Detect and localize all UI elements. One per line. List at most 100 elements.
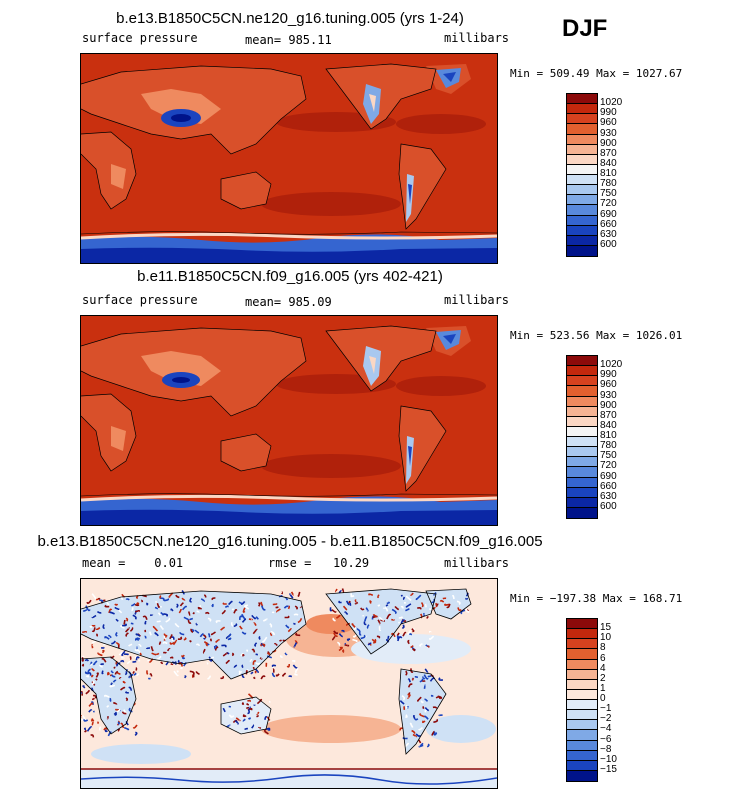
colorbar-swatch bbox=[567, 134, 597, 145]
colorbar-level-label: 1 bbox=[600, 682, 606, 694]
colorbar-swatch bbox=[567, 659, 597, 670]
colorbar-level-label: 660 bbox=[600, 480, 617, 492]
colorbar-level-label: 690 bbox=[600, 470, 617, 482]
panel-3-title: b.e13.B1850C5CN.ne120_g16.tuning.005 - b… bbox=[37, 533, 543, 550]
colorbar-swatch bbox=[567, 770, 597, 781]
colorbar-swatch bbox=[567, 104, 597, 115]
panel-1-minmax: Min = 509.49 Max = 1027.67 bbox=[510, 67, 683, 80]
colorbar-level-label: 720 bbox=[600, 460, 617, 472]
colorbar-level-label: 15 bbox=[600, 622, 612, 634]
colorbar-level-label: 900 bbox=[600, 137, 617, 149]
colorbar-swatch bbox=[567, 124, 597, 135]
colorbar-level-label: −15 bbox=[600, 763, 617, 775]
colorbar-level-label: 870 bbox=[600, 409, 617, 421]
colorbar-swatch bbox=[567, 730, 597, 741]
colorbar-level-label: 600 bbox=[600, 238, 617, 250]
colorbar-swatch bbox=[567, 195, 597, 206]
colorbar-level-label: 690 bbox=[600, 208, 617, 220]
colorbar-swatch bbox=[567, 386, 597, 397]
colorbar-level-label: 1020 bbox=[600, 97, 623, 109]
panel-2-title: b.e11.B1850C5CN.f09_g16.005 (yrs 402-421… bbox=[137, 268, 443, 285]
panel-2-colorbar-labels: 1020 990 960 930 900 870 840 810 780 750 720 690 660… bbox=[600, 355, 660, 519]
panel-2-units: millibars bbox=[444, 293, 510, 307]
colorbar-swatch bbox=[567, 467, 597, 478]
colorbar-level-label: 930 bbox=[600, 389, 617, 401]
colorbar-swatch bbox=[567, 760, 597, 771]
colorbar-swatch bbox=[567, 94, 597, 105]
panel-3-colorbar-labels: 15 10 8 6 4 2 1 0 −1 −2 −4 −6 −8 −10 −15 bbox=[600, 618, 660, 782]
colorbar-swatch bbox=[567, 639, 597, 650]
colorbar-level-label: −4 bbox=[600, 723, 612, 735]
panel-3-rmse: rmse = 10.29 bbox=[268, 556, 370, 570]
colorbar-level-label: −2 bbox=[600, 713, 612, 725]
colorbar-swatch bbox=[567, 164, 597, 175]
colorbar-level-label: −10 bbox=[600, 753, 617, 765]
colorbar-swatch bbox=[567, 720, 597, 731]
colorbar-level-label: 810 bbox=[600, 168, 617, 179]
colorbar-swatch bbox=[567, 245, 597, 256]
colorbar-level-label: 810 bbox=[600, 430, 617, 441]
panel-3-map bbox=[80, 578, 498, 789]
colorbar-level-label: 0 bbox=[600, 693, 606, 704]
colorbar-swatch bbox=[567, 477, 597, 488]
colorbar-level-label: 660 bbox=[600, 218, 617, 230]
colorbar-swatch bbox=[567, 185, 597, 196]
colorbar-level-label: 8 bbox=[600, 642, 606, 654]
colorbar-swatch bbox=[567, 356, 597, 367]
panel-1-variable: surface pressure bbox=[82, 31, 198, 45]
colorbar-level-label: 960 bbox=[600, 379, 617, 391]
colorbar-level-label: −1 bbox=[600, 703, 612, 715]
colorbar-level-label: 2 bbox=[600, 672, 606, 684]
colorbar-swatch bbox=[567, 437, 597, 448]
panel-2-mean: mean= 985.09 bbox=[245, 295, 332, 309]
colorbar-swatch bbox=[567, 205, 597, 216]
panel-1-mean: mean= 985.11 bbox=[245, 33, 332, 47]
colorbar-swatch bbox=[567, 396, 597, 407]
panel-2-map bbox=[80, 315, 498, 526]
colorbar-swatch bbox=[567, 710, 597, 721]
colorbar-level-label: 720 bbox=[600, 198, 617, 210]
colorbar-level-label: 780 bbox=[600, 178, 617, 190]
panel-1-units: millibars bbox=[444, 31, 510, 45]
panel-3-minmax: Min = −197.38 Max = 168.71 bbox=[510, 592, 683, 605]
panel-3-colorbar bbox=[566, 618, 598, 782]
colorbar-swatch bbox=[567, 215, 597, 226]
colorbar-swatch bbox=[567, 497, 597, 508]
colorbar-level-label: 1020 bbox=[600, 359, 623, 371]
colorbar-swatch bbox=[567, 447, 597, 458]
colorbar-level-label: 6 bbox=[600, 652, 606, 664]
colorbar-swatch bbox=[567, 507, 597, 518]
colorbar-swatch bbox=[567, 406, 597, 417]
colorbar-swatch bbox=[567, 225, 597, 236]
panel-3-mean: mean = 0.01 bbox=[82, 556, 184, 570]
colorbar-level-label: 4 bbox=[600, 662, 606, 674]
colorbar-swatch bbox=[567, 750, 597, 761]
colorbar-swatch bbox=[567, 154, 597, 165]
colorbar-level-label: 750 bbox=[600, 450, 617, 462]
colorbar-level-label: 930 bbox=[600, 127, 617, 139]
panel-1-colorbar bbox=[566, 93, 598, 257]
colorbar-level-label: 780 bbox=[600, 440, 617, 452]
colorbar-level-label: 750 bbox=[600, 188, 617, 200]
colorbar-swatch bbox=[567, 649, 597, 660]
colorbar-level-label: 630 bbox=[600, 490, 617, 502]
panel-2-minmax: Min = 523.56 Max = 1026.01 bbox=[510, 329, 683, 342]
panel-1-title: b.e13.B1850C5CN.ne120_g16.tuning.005 (yr… bbox=[116, 10, 464, 27]
colorbar-swatch bbox=[567, 426, 597, 437]
colorbar-level-label: 600 bbox=[600, 500, 617, 512]
colorbar-swatch bbox=[567, 669, 597, 680]
colorbar-swatch bbox=[567, 689, 597, 700]
panel-2-variable: surface pressure bbox=[82, 293, 198, 307]
colorbar-level-label: 840 bbox=[600, 419, 617, 431]
colorbar-swatch bbox=[567, 114, 597, 125]
colorbar-level-label: 900 bbox=[600, 399, 617, 411]
colorbar-level-label: 630 bbox=[600, 228, 617, 240]
panel-2-colorbar bbox=[566, 355, 598, 519]
panel-3-units: millibars bbox=[444, 556, 510, 570]
colorbar-level-label: −6 bbox=[600, 733, 612, 745]
colorbar-swatch bbox=[567, 144, 597, 155]
colorbar-swatch bbox=[567, 700, 597, 711]
colorbar-swatch bbox=[567, 366, 597, 377]
panel-1-map bbox=[80, 53, 498, 264]
colorbar-swatch bbox=[567, 175, 597, 186]
